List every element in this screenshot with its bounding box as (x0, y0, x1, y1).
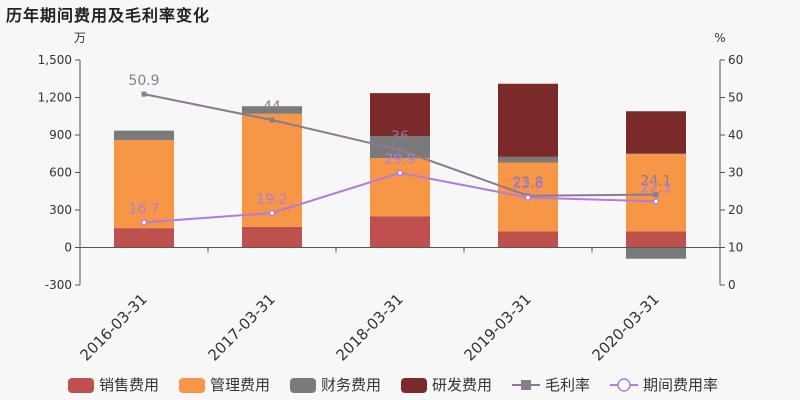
data-label: 16.7 (128, 201, 159, 217)
legend: 销售费用 管理费用 财务费用 研发费用 毛利率 期间费用率 (68, 376, 718, 394)
y-tick-label: 600 (49, 166, 72, 180)
bar-segment (114, 140, 174, 229)
y2-tick-label: 20 (728, 203, 743, 217)
data-label: 44 (263, 99, 281, 115)
data-label: 23.3 (512, 177, 543, 193)
bar-segment (242, 226, 302, 248)
bar-segment (370, 158, 430, 217)
legend-label: 销售费用 (99, 376, 159, 394)
data-label: 22.3 (640, 180, 671, 196)
y-tick-label: 900 (49, 128, 72, 142)
left-unit-label: 万 (74, 31, 86, 45)
bar-segment (242, 113, 302, 227)
legend-swatch (68, 378, 94, 393)
y-tick-label: 300 (49, 203, 72, 217)
legend-label: 研发费用 (432, 376, 492, 394)
line-point (397, 147, 403, 153)
legend-label: 管理费用 (210, 376, 270, 394)
bar-segment (114, 130, 174, 140)
y2-tick-label: 40 (728, 128, 743, 142)
line-point (524, 194, 532, 201)
line-point (140, 219, 148, 226)
bar-segment (498, 231, 558, 248)
legend-swatch (290, 378, 316, 393)
legend-label: 毛利率 (545, 376, 590, 394)
chart-title: 历年期间费用及毛利率变化 (6, 6, 211, 25)
legend-label: 财务费用 (321, 376, 381, 394)
y2-tick-label: 50 (728, 91, 743, 105)
right-unit-label: % (714, 31, 725, 45)
data-label: 23.8 (512, 175, 543, 191)
x-category-label: 2017-03-31 (204, 290, 278, 364)
data-label: 36 (391, 129, 409, 145)
y-tick-label: -300 (45, 278, 72, 292)
line-point (396, 169, 404, 177)
bar-segment (370, 136, 430, 159)
y-tick-label: 0 (64, 241, 72, 255)
bar-segment (242, 106, 302, 114)
bar-segment (626, 111, 686, 154)
bar-segment (626, 247, 686, 259)
bars-layer (114, 83, 686, 259)
bar-segment (498, 156, 558, 163)
legend-swatch (401, 378, 427, 393)
data-label: 24.1 (640, 174, 671, 190)
data-label: 50.9 (128, 73, 159, 89)
y2-tick-label: 0 (728, 278, 736, 292)
y2-tick-label: 30 (728, 166, 743, 180)
line-point (268, 209, 276, 217)
y2-tick-label: 10 (728, 241, 743, 255)
bar-segment (114, 228, 174, 248)
legend-label: 期间费用率 (643, 376, 718, 394)
line-point (141, 91, 147, 97)
bar-segment (370, 216, 430, 248)
legend-marker (617, 378, 631, 392)
x-category-label: 2019-03-31 (460, 290, 534, 364)
legend-marker (521, 380, 531, 390)
data-label: 29.9 (384, 152, 415, 168)
x-category-label: 2020-03-31 (588, 290, 662, 364)
line-point (652, 198, 660, 205)
y-tick-label: 1,500 (38, 53, 72, 67)
line-point (653, 192, 659, 198)
data-label: 19.2 (256, 192, 287, 208)
x-category-label: 2018-03-31 (332, 290, 406, 364)
lines-layer (140, 91, 660, 226)
legend-swatch (179, 378, 205, 393)
bar-segment (626, 231, 686, 248)
bar-segment (370, 93, 430, 137)
x-category-label: 2016-03-31 (76, 290, 150, 364)
y2-tick-label: 60 (728, 53, 743, 67)
bar-segment (498, 83, 558, 157)
data-labels-layer: 50.9 44 36 23.8 24.1 16.7 19.2 29.9 23.3 22.3 (128, 73, 671, 217)
line-point (269, 117, 275, 123)
y-tick-label: 1,200 (38, 91, 72, 105)
